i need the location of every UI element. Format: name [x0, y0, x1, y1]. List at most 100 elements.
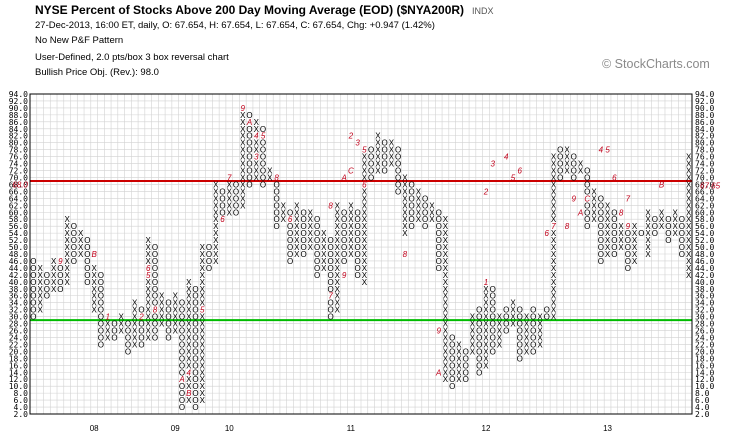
y-tick-label: 40.0 — [695, 278, 714, 287]
o-mark: O — [327, 236, 333, 245]
x-mark: X — [200, 347, 206, 356]
x-mark: X — [64, 243, 70, 252]
o-mark: O — [341, 243, 347, 252]
o-mark: O — [598, 194, 604, 203]
x-mark: X — [456, 361, 462, 370]
x-mark: X — [672, 229, 678, 238]
x-mark: X — [618, 229, 624, 238]
o-mark: O — [98, 285, 104, 294]
o-mark: O — [287, 229, 293, 238]
y-tick-label: 88.0 — [9, 111, 28, 120]
y-tick-label: 48.0 — [9, 250, 28, 259]
o-mark: O — [219, 187, 225, 196]
x-mark: X — [186, 285, 192, 294]
y-axis-right: 2.04.06.08.010.012.014.016.018.020.022.0… — [695, 90, 714, 419]
y-tick-label: 28.0 — [9, 320, 28, 329]
o-mark: O — [287, 243, 293, 252]
o-mark: O — [152, 327, 158, 336]
y-tick-label: 48.0 — [695, 250, 714, 259]
x-mark: X — [159, 292, 165, 301]
x-mark: X — [686, 194, 692, 203]
x-mark: X — [281, 201, 287, 210]
o-mark: O — [476, 320, 482, 329]
o-mark: O — [355, 264, 361, 273]
x-mark: X — [591, 194, 597, 203]
y-tick-label: 2.0 — [695, 410, 710, 419]
x-mark: X — [335, 306, 341, 315]
o-mark: O — [57, 285, 63, 294]
month-marker: 9 — [436, 327, 441, 336]
o-mark: O — [327, 250, 333, 259]
x-mark: X — [551, 306, 557, 315]
o-mark: O — [395, 173, 401, 182]
y-tick-label: 90.0 — [9, 104, 28, 113]
x-mark: X — [186, 320, 192, 329]
month-marker: A — [340, 173, 346, 182]
o-mark: O — [449, 340, 455, 349]
y-tick-label: 16.0 — [9, 361, 28, 370]
o-mark: O — [165, 313, 171, 322]
o-mark: O — [165, 327, 171, 336]
x-mark: X — [470, 340, 476, 349]
y-tick-label: 64.0 — [695, 194, 714, 203]
y-tick-label: 38.0 — [695, 285, 714, 294]
x-mark: X — [551, 264, 557, 273]
o-mark: O — [30, 257, 36, 266]
o-mark: O — [409, 194, 415, 203]
price-objective-line: Bullish Price Obj. (Rev.): 98.0 — [35, 67, 159, 78]
chart-title: NYSE Percent of Stocks Above 200 Day Mov… — [35, 3, 494, 17]
x-mark: X — [308, 215, 314, 224]
o-mark: O — [98, 333, 104, 342]
month-marker: 6 — [545, 229, 550, 238]
x-mark: X — [551, 285, 557, 294]
x-mark: X — [227, 180, 233, 189]
x-mark: X — [402, 201, 408, 210]
o-mark: O — [355, 222, 361, 231]
x-mark: X — [659, 215, 665, 224]
o-mark: O — [422, 222, 428, 231]
x-mark: X — [564, 146, 570, 155]
x-mark: X — [348, 201, 354, 210]
o-mark: O — [503, 327, 509, 336]
o-mark: O — [530, 333, 536, 342]
x-mark: X — [37, 299, 43, 308]
o-mark: O — [409, 215, 415, 224]
o-mark: O — [341, 208, 347, 217]
x-mark: X — [335, 278, 341, 287]
o-mark: O — [490, 327, 496, 336]
o-mark: O — [152, 264, 158, 273]
pnf-columns: OOOOOOOOOXXXXXXXOOOOXXXXXOOOOXXXXXXXXXXO… — [30, 111, 692, 412]
x-mark: X — [686, 236, 692, 245]
o-mark: O — [125, 347, 131, 356]
y-tick-label: 18.0 — [695, 354, 714, 363]
o-mark: O — [152, 320, 158, 329]
x-mark: X — [524, 320, 530, 329]
x-mark: X — [456, 347, 462, 356]
x-mark: X — [551, 299, 557, 308]
x-mark: X — [240, 146, 246, 155]
x-mark: X — [591, 187, 597, 196]
o-mark: O — [179, 333, 185, 342]
x-mark: X — [227, 187, 233, 196]
o-mark: O — [436, 222, 442, 231]
x-mark: X — [146, 278, 152, 287]
box-settings-line: User-Defined, 2.0 pts/box 3 box reversal… — [35, 52, 229, 63]
month-marker: 6 — [612, 173, 617, 182]
x-mark: X — [402, 187, 408, 196]
x-mark: X — [605, 208, 611, 217]
o-mark: O — [368, 160, 374, 169]
x-mark: X — [227, 201, 233, 210]
o-mark: O — [314, 250, 320, 259]
o-mark: O — [152, 271, 158, 280]
x-mark: X — [672, 222, 678, 231]
x-mark: X — [402, 180, 408, 189]
x-mark: X — [321, 264, 327, 273]
o-mark: O — [192, 313, 198, 322]
x-mark: X — [200, 396, 206, 405]
o-mark: O — [476, 361, 482, 370]
x-mark: X — [362, 160, 368, 169]
y-tick-label: 84.0 — [9, 125, 28, 134]
x-mark: X — [375, 139, 381, 148]
x-mark: X — [551, 153, 557, 162]
